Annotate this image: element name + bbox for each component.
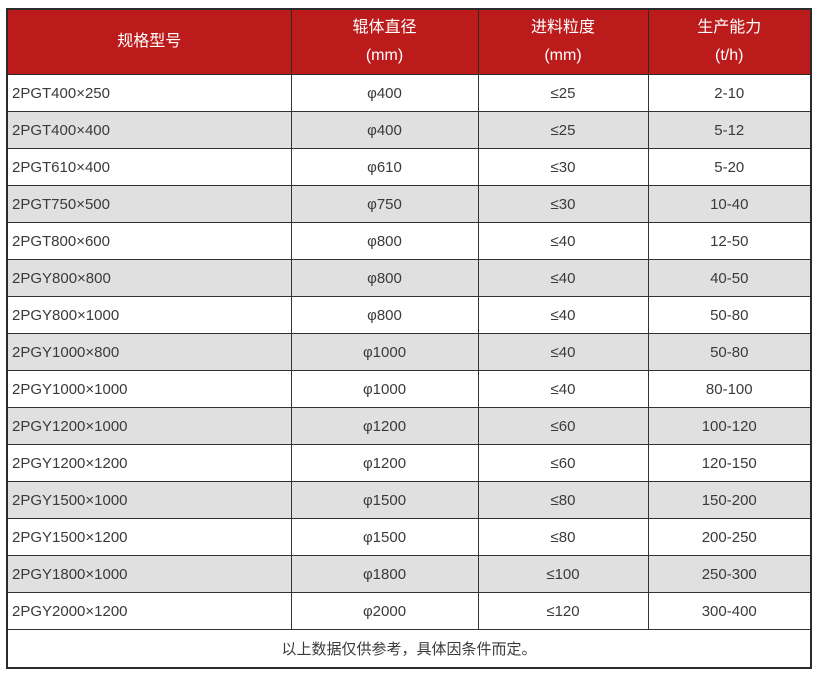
header-capacity-unit: (t/h) xyxy=(715,47,744,64)
cell-model: 2PGT610×400 xyxy=(6,148,292,186)
cell-feed-size: ≤30 xyxy=(477,185,649,223)
cell-feed-size: ≤80 xyxy=(477,481,649,519)
cell-diameter: φ800 xyxy=(290,259,479,297)
cell-capacity: 200-250 xyxy=(647,518,812,556)
cell-feed-size: ≤25 xyxy=(477,74,649,112)
table-row: 2PGY800×800 φ800 ≤40 40-50 xyxy=(6,259,812,297)
footer-note: 以上数据仅供参考，具体因条件而定。 xyxy=(6,629,812,669)
header-roller-diameter-title: 辊体直径 xyxy=(352,19,417,36)
cell-feed-size: ≤80 xyxy=(477,518,649,556)
cell-diameter: φ400 xyxy=(290,74,479,112)
cell-feed-size: ≤40 xyxy=(477,296,649,334)
cell-feed-size: ≤60 xyxy=(477,407,649,445)
header-feed-size: 进料粒度 (mm) xyxy=(477,8,649,75)
table-row: 2PGT610×400 φ610 ≤30 5-20 xyxy=(6,148,812,186)
cell-feed-size: ≤100 xyxy=(477,555,649,593)
table-row: 2PGY1000×1000 φ1000 ≤40 80-100 xyxy=(6,370,812,408)
table-row: 2PGT800×600 φ800 ≤40 12-50 xyxy=(6,222,812,260)
cell-diameter: φ1000 xyxy=(290,333,479,371)
cell-model: 2PGT750×500 xyxy=(6,185,292,223)
cell-model: 2PGT800×600 xyxy=(6,222,292,260)
spec-table: 规格型号 辊体直径 (mm) 进料粒度 (mm) 生产能力 (t/h) 2PGT… xyxy=(6,8,812,669)
cell-diameter: φ1000 xyxy=(290,370,479,408)
cell-diameter: φ800 xyxy=(290,296,479,334)
cell-feed-size: ≤40 xyxy=(477,333,649,371)
page: 规格型号 辊体直径 (mm) 进料粒度 (mm) 生产能力 (t/h) 2PGT… xyxy=(6,8,812,669)
cell-feed-size: ≤25 xyxy=(477,111,649,149)
cell-model: 2PGY1000×800 xyxy=(6,333,292,371)
cell-capacity: 50-80 xyxy=(647,296,812,334)
table-row: 2PGY1500×1200 φ1500 ≤80 200-250 xyxy=(6,518,812,556)
header-feed-size-unit: (mm) xyxy=(544,47,582,64)
cell-model: 2PGY1200×1200 xyxy=(6,444,292,482)
cell-model: 2PGY1500×1200 xyxy=(6,518,292,556)
cell-feed-size: ≤40 xyxy=(477,370,649,408)
header-capacity-title: 生产能力 xyxy=(697,19,762,36)
cell-capacity: 40-50 xyxy=(647,259,812,297)
cell-capacity: 150-200 xyxy=(647,481,812,519)
cell-model: 2PGY1800×1000 xyxy=(6,555,292,593)
table-row: 2PGT400×250 φ400 ≤25 2-10 xyxy=(6,74,812,112)
cell-capacity: 50-80 xyxy=(647,333,812,371)
table-row: 2PGY2000×1200 φ2000 ≤120 300-400 xyxy=(6,592,812,630)
table-row: 2PGY800×1000 φ800 ≤40 50-80 xyxy=(6,296,812,334)
header-roller-diameter: 辊体直径 (mm) xyxy=(290,8,479,75)
cell-model: 2PGY1000×1000 xyxy=(6,370,292,408)
cell-diameter: φ1200 xyxy=(290,407,479,445)
cell-diameter: φ400 xyxy=(290,111,479,149)
cell-diameter: φ1500 xyxy=(290,481,479,519)
table-row: 2PGY1500×1000 φ1500 ≤80 150-200 xyxy=(6,481,812,519)
cell-capacity: 5-12 xyxy=(647,111,812,149)
cell-feed-size: ≤40 xyxy=(477,222,649,260)
cell-diameter: φ610 xyxy=(290,148,479,186)
footer-row: 以上数据仅供参考，具体因条件而定。 xyxy=(6,629,812,669)
cell-feed-size: ≤120 xyxy=(477,592,649,630)
header-model: 规格型号 xyxy=(6,8,292,75)
table-row: 2PGY1000×800 φ1000 ≤40 50-80 xyxy=(6,333,812,371)
cell-capacity: 120-150 xyxy=(647,444,812,482)
cell-model: 2PGY2000×1200 xyxy=(6,592,292,630)
cell-feed-size: ≤40 xyxy=(477,259,649,297)
table-row: 2PGY1200×1200 φ1200 ≤60 120-150 xyxy=(6,444,812,482)
cell-model: 2PGT400×400 xyxy=(6,111,292,149)
cell-model: 2PGY1200×1000 xyxy=(6,407,292,445)
cell-diameter: φ1800 xyxy=(290,555,479,593)
table-row: 2PGY1200×1000 φ1200 ≤60 100-120 xyxy=(6,407,812,445)
cell-capacity: 2-10 xyxy=(647,74,812,112)
cell-capacity: 80-100 xyxy=(647,370,812,408)
cell-diameter: φ800 xyxy=(290,222,479,260)
cell-diameter: φ1200 xyxy=(290,444,479,482)
table-row: 2PGT400×400 φ400 ≤25 5-12 xyxy=(6,111,812,149)
cell-feed-size: ≤60 xyxy=(477,444,649,482)
cell-capacity: 100-120 xyxy=(647,407,812,445)
cell-capacity: 5-20 xyxy=(647,148,812,186)
cell-capacity: 300-400 xyxy=(647,592,812,630)
cell-model: 2PGY1500×1000 xyxy=(6,481,292,519)
header-row: 规格型号 辊体直径 (mm) 进料粒度 (mm) 生产能力 (t/h) xyxy=(6,8,812,75)
cell-capacity: 12-50 xyxy=(647,222,812,260)
cell-diameter: φ1500 xyxy=(290,518,479,556)
cell-capacity: 250-300 xyxy=(647,555,812,593)
header-model-title: 规格型号 xyxy=(117,33,182,50)
header-feed-size-title: 进料粒度 xyxy=(530,19,595,36)
cell-diameter: φ750 xyxy=(290,185,479,223)
header-roller-diameter-unit: (mm) xyxy=(365,47,404,64)
cell-model: 2PGT400×250 xyxy=(6,74,292,112)
cell-feed-size: ≤30 xyxy=(477,148,649,186)
table-row: 2PGY1800×1000 φ1800 ≤100 250-300 xyxy=(6,555,812,593)
cell-model: 2PGY800×800 xyxy=(6,259,292,297)
cell-capacity: 10-40 xyxy=(647,185,812,223)
header-capacity: 生产能力 (t/h) xyxy=(647,8,812,75)
cell-diameter: φ2000 xyxy=(290,592,479,630)
table-row: 2PGT750×500 φ750 ≤30 10-40 xyxy=(6,185,812,223)
cell-model: 2PGY800×1000 xyxy=(6,296,292,334)
